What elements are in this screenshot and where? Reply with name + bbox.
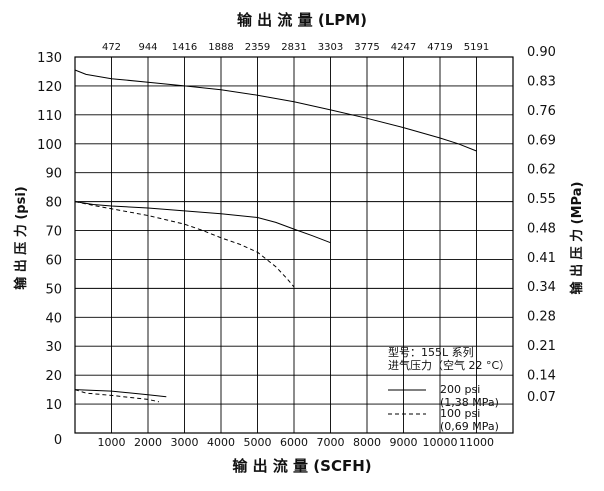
x-tick-label: 4000 — [207, 436, 235, 449]
x2-tick-label: 1416 — [172, 42, 197, 53]
x2-tick-label: 2831 — [281, 42, 306, 53]
y2-tick-label: 0.07 — [527, 390, 556, 405]
legend-model: 型号：155L 系列 — [388, 345, 474, 359]
top-axis-title: 输 出 流 量 (LPM) — [237, 11, 367, 29]
y-tick-label: 130 — [37, 51, 62, 66]
x-tick-label: 5000 — [244, 436, 272, 449]
series-layer — [74, 69, 477, 403]
plot-frame — [74, 56, 514, 434]
x-tick-label: 11000 — [459, 436, 494, 449]
y2-tick-label: 0.48 — [527, 221, 556, 236]
y-tick-label: 10 — [45, 398, 62, 413]
x2-tick-label: 3775 — [354, 42, 379, 53]
y2-tick-label: 0.62 — [527, 163, 556, 178]
y-tick-label: 60 — [45, 253, 62, 268]
y2-tick-label: 0.28 — [527, 310, 556, 325]
series-curve-1-solid — [74, 69, 477, 152]
y2-tick-label: 0.55 — [527, 192, 556, 207]
legend-entry-1-line2: (1,38 MPa) — [440, 396, 499, 409]
y2-tick-label: 0.14 — [527, 368, 556, 383]
series-curve-5-dashed — [74, 389, 160, 403]
y-tick-label: 120 — [37, 80, 62, 95]
right-axis-title: 输 出 压 力 (MPa) — [569, 182, 585, 295]
y-tick-label: 70 — [45, 225, 62, 240]
x-tick-label: 10000 — [423, 436, 458, 449]
x-tick-label: 2000 — [134, 436, 162, 449]
x2-tick-label: 4719 — [427, 42, 452, 53]
x-origin-label: 0 — [54, 433, 62, 448]
series-curve-3-dashed — [74, 201, 295, 288]
y2-tick-label: 0.90 — [527, 45, 556, 60]
y-tick-label: 20 — [45, 369, 62, 384]
y2-tick-label: 0.76 — [527, 104, 556, 119]
x2-tick-label: 1888 — [208, 42, 233, 53]
x2-tick-label: 3303 — [318, 42, 343, 53]
y2-tick-label: 0.21 — [527, 339, 556, 354]
legend-entry-2-line1: 100 psi — [440, 407, 480, 420]
x-tick-label: 6000 — [280, 436, 308, 449]
bottom-axis-ticks: 1000 2000 3000 4000 5000 6000 7000 8000 9000 1000… — [54, 433, 494, 449]
y-tick-label: 80 — [45, 196, 62, 211]
legend-entry-2-line2: (0,69 MPa) — [440, 420, 499, 433]
y-tick-label: 110 — [37, 109, 62, 124]
y-tick-label: 100 — [37, 138, 62, 153]
top-axis-ticks: 472 944 1416 1888 2359 2831 3303 3775 4247 4719 51… — [102, 42, 489, 53]
y-tick-label: 40 — [45, 311, 62, 326]
right-axis-ticks: 0.07 0.14 0.21 0.28 0.34 0.41 0.48 0.55 0.62 0.69… — [527, 45, 556, 405]
y-tick-label: 30 — [45, 340, 62, 355]
series-curve-2-solid — [74, 201, 331, 244]
y-tick-label: 90 — [45, 167, 62, 182]
x2-tick-label: 5191 — [464, 42, 489, 53]
legend-entry-1-line1: 200 psi — [440, 383, 480, 396]
y2-tick-label: 0.41 — [527, 251, 556, 266]
x2-tick-label: 2359 — [245, 42, 270, 53]
grid — [75, 57, 513, 433]
y2-tick-label: 0.34 — [527, 280, 556, 295]
x-tick-label: 3000 — [171, 436, 199, 449]
left-axis-title: 输 出 压 力 (psi) — [13, 186, 29, 290]
x2-tick-label: 4247 — [391, 42, 416, 53]
x-tick-label: 9000 — [390, 436, 418, 449]
x-tick-label: 1000 — [98, 436, 126, 449]
y2-tick-label: 0.83 — [527, 75, 556, 90]
series-curve-4-solid — [74, 389, 167, 398]
left-axis-ticks: 10 20 30 40 50 60 70 80 90 100 110 120 130 — [37, 51, 62, 413]
legend: 型号：155L 系列 进气压力（空气 22 °C） 200 psi (1,38 … — [388, 345, 510, 433]
y2-tick-label: 0.69 — [527, 133, 556, 148]
x-tick-label: 7000 — [317, 436, 345, 449]
x2-tick-label: 472 — [102, 42, 121, 53]
x-tick-label: 8000 — [353, 436, 381, 449]
bottom-axis-title: 输 出 流 量 (SCFH) — [232, 457, 371, 475]
x2-tick-label: 944 — [138, 42, 157, 53]
y-tick-label: 50 — [45, 282, 62, 297]
legend-inlet-pressure: 进气压力（空气 22 °C） — [388, 358, 510, 372]
